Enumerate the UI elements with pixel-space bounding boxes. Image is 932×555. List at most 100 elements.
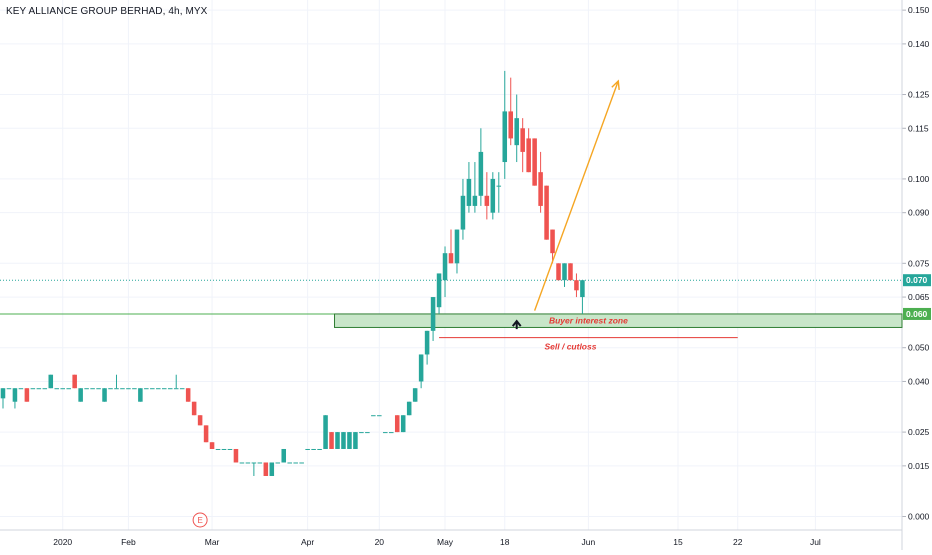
candle-body: [138, 388, 143, 402]
candle-body: [215, 448, 221, 450]
candle-body: [96, 388, 101, 390]
candle-body: [436, 273, 442, 308]
candle-body: [257, 462, 263, 464]
y-tick-label: 0.090: [908, 208, 930, 218]
candle-body: [263, 462, 269, 476]
candle-body: [0, 388, 6, 399]
y-tick-label: 0.140: [908, 39, 930, 49]
x-tick-label: 18: [500, 537, 510, 547]
candle-body: [227, 448, 233, 450]
candle-body: [311, 448, 316, 450]
x-tick-label: Feb: [121, 537, 136, 547]
y-tick-label: 0.075: [908, 258, 930, 268]
candle-body: [305, 448, 310, 450]
x-tick-label: 15: [673, 537, 683, 547]
candle-body: [371, 415, 376, 417]
candle-body: [179, 388, 185, 390]
candle-body: [42, 388, 48, 390]
candle-body: [6, 388, 12, 390]
candle-body: [377, 415, 382, 417]
y-tick-label: 0.115: [908, 123, 929, 133]
candle-body: [365, 432, 370, 434]
candle-body: [24, 388, 30, 402]
candle-body: [150, 388, 155, 390]
candle-body: [454, 229, 460, 264]
candle-body: [544, 185, 549, 240]
candle-body: [185, 388, 191, 402]
y-tick-label: 0.100: [908, 174, 930, 184]
candle-body: [18, 388, 24, 390]
candle-body: [460, 195, 466, 230]
candle-body: [233, 448, 239, 463]
candle-body: [514, 118, 519, 146]
buyer-interest-zone: [334, 313, 903, 328]
price-marker-box: [903, 307, 931, 320]
candle-body: [562, 263, 567, 281]
cutloss-label: Sell / cutloss: [544, 342, 596, 352]
candle-body: [490, 178, 496, 213]
candle-body: [84, 388, 89, 390]
candle-body: [329, 432, 334, 449]
candle-body: [197, 415, 203, 426]
candle-body: [383, 432, 388, 434]
candle-body: [430, 297, 436, 331]
candle-body: [239, 462, 245, 464]
y-tick-label: 0.050: [908, 343, 930, 353]
x-tick-label: 2020: [53, 537, 72, 547]
y-tick-label: 0.025: [908, 427, 930, 437]
candle-body: [156, 388, 161, 390]
candle-body: [191, 401, 197, 416]
candle-body: [120, 388, 125, 390]
projection-arrow: [533, 80, 619, 311]
up-arrow-icon: [511, 319, 522, 330]
candle-body: [317, 448, 322, 450]
candle-body: [526, 138, 531, 173]
candle-body: [520, 128, 525, 152]
candle-body: [478, 151, 484, 196]
candle-body: [126, 388, 131, 390]
candle-body: [114, 388, 119, 390]
candle-body: [209, 442, 215, 449]
candle-body: [472, 195, 478, 206]
candle-body: [162, 388, 167, 390]
chart-title: KEY ALLIANCE GROUP BERHAD, 4h, MYX: [6, 6, 208, 17]
x-tick-label: 22: [733, 537, 743, 547]
candle-body: [574, 280, 579, 291]
candle-body: [341, 432, 346, 449]
candle-body: [144, 388, 149, 390]
candle-body: [173, 388, 179, 390]
candle-body: [335, 432, 340, 449]
candle-body: [48, 374, 54, 389]
candle-body: [299, 462, 304, 464]
candle-body: [448, 253, 454, 264]
candle-body: [550, 229, 555, 254]
candle-body: [245, 462, 251, 464]
candle-body: [30, 388, 36, 390]
y-tick-label: 0.015: [908, 461, 930, 471]
candle-body: [556, 263, 561, 281]
candle-body: [568, 263, 573, 281]
candle-body: [54, 388, 60, 390]
candle-body: [580, 280, 585, 298]
candle-body: [293, 462, 298, 464]
candle-body: [466, 178, 472, 206]
candle-body: [412, 388, 418, 402]
candle-body: [36, 388, 42, 390]
candle-body: [347, 432, 352, 449]
candle-body: [60, 388, 65, 390]
candle-body: [78, 388, 83, 402]
candle-body: [102, 388, 107, 402]
candle-body: [418, 354, 424, 382]
candle-body: [108, 388, 113, 390]
x-tick-label: Jul: [810, 537, 821, 547]
candle-body: [442, 253, 448, 281]
candle-body: [538, 172, 543, 206]
x-tick-label: May: [437, 537, 454, 547]
candle-body: [323, 415, 328, 449]
candle-body: [203, 425, 209, 443]
candle-body: [167, 388, 173, 390]
candle-body: [269, 462, 275, 476]
candle-body: [281, 448, 287, 463]
